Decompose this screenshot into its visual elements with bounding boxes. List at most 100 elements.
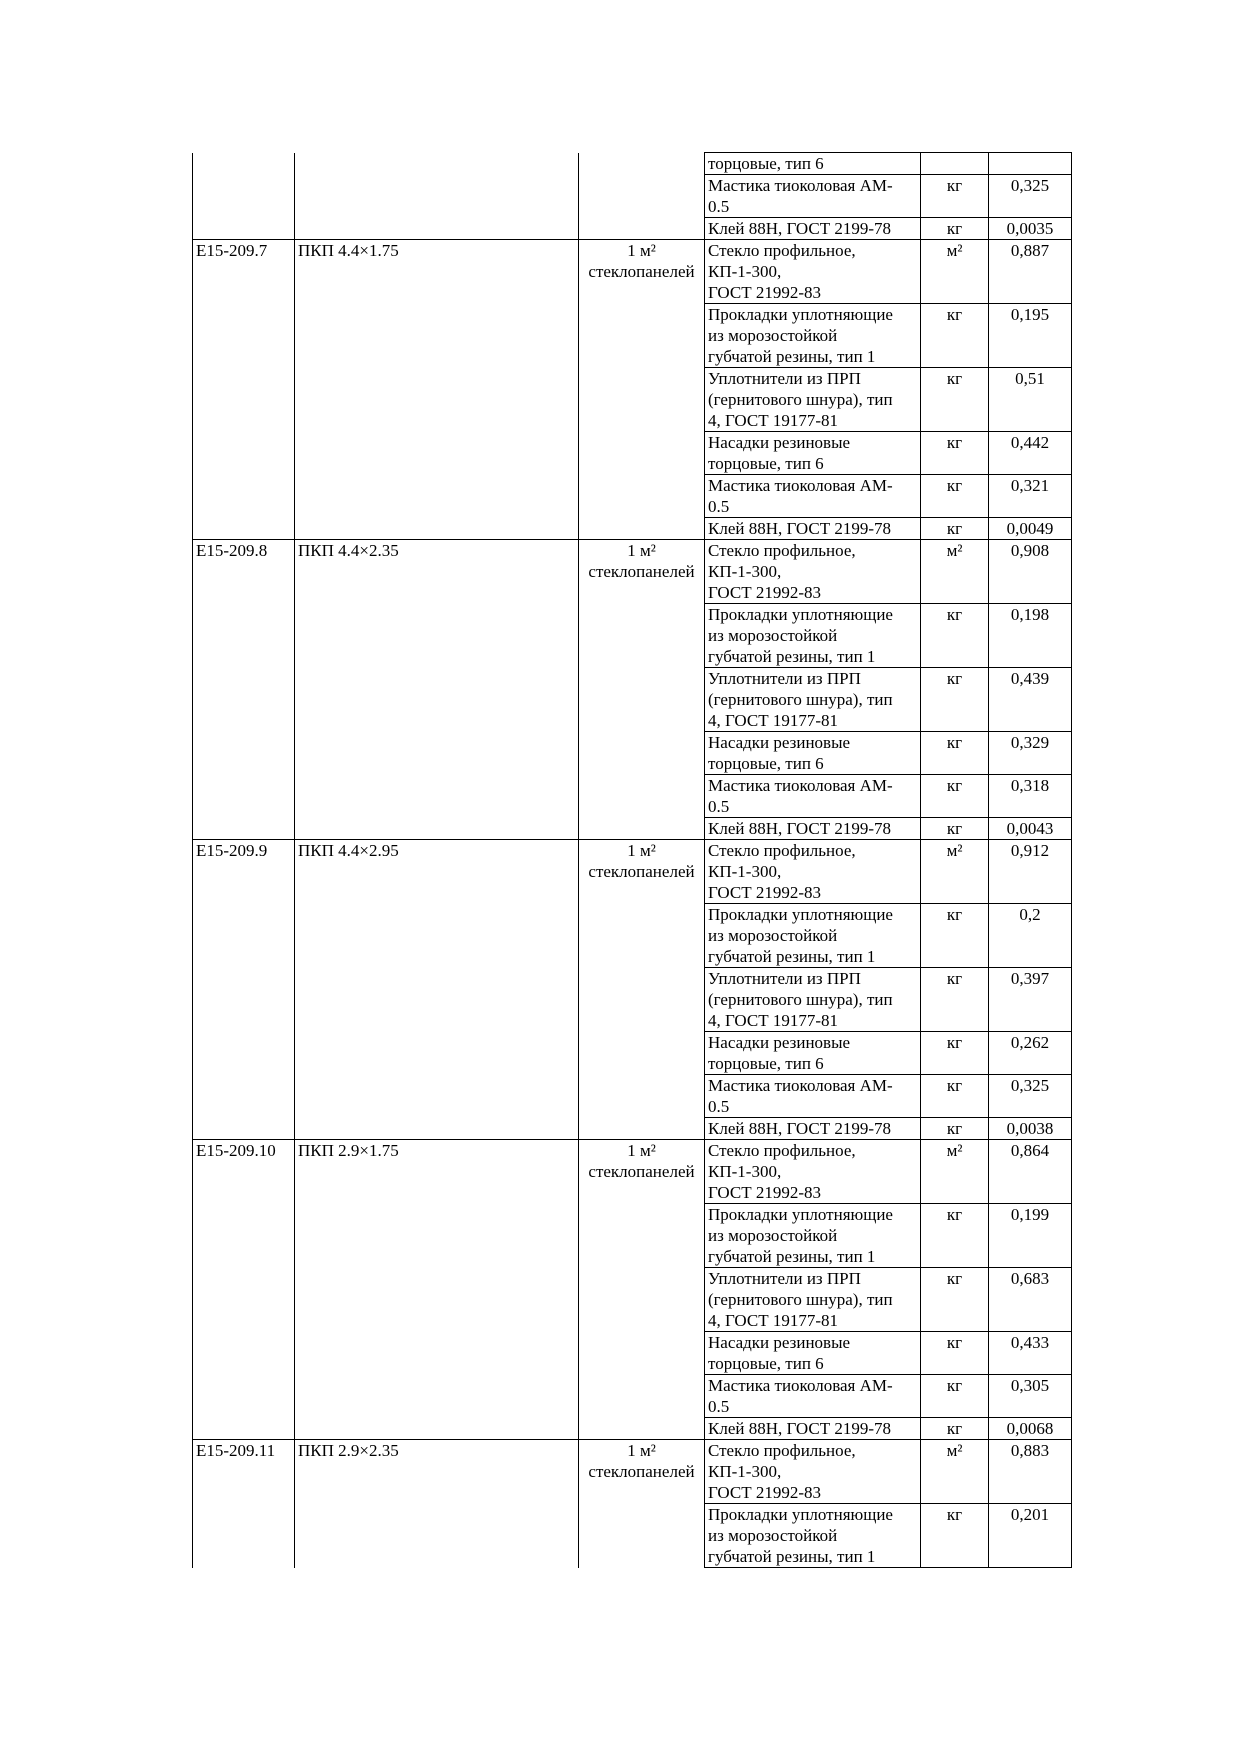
material-quantity: 0,864 (988, 1139, 1072, 1204)
material-name: Стекло профильное, КП-1-300, ГОСТ 21992-… (704, 1439, 921, 1504)
norm-code: Е15-209.11 (192, 1439, 295, 1568)
table-row: Насадки резиновые торцовые, тип 6 кг 0,433 (193, 1331, 1072, 1375)
material-unit: кг (920, 817, 989, 840)
material-unit: кг (920, 1203, 989, 1268)
norm-code: Е15-209.8 (192, 539, 295, 840)
material-quantity: 0,442 (988, 431, 1072, 475)
table-row: Прокладки уплотняющие из морозостойкой г… (193, 903, 1072, 968)
material-name: Стекло профильное, КП-1-300, ГОСТ 21992-… (704, 839, 921, 904)
material-name: Стекло профильное, КП-1-300, ГОСТ 21992-… (704, 239, 921, 304)
material-unit: кг (920, 774, 989, 818)
table-row: Прокладки уплотняющие из морозостойкой г… (193, 1503, 1072, 1568)
table-row: Е15-209.10 ПКП 2.9×1.75 1 м² стеклопанелей… (192, 1139, 1072, 1440)
norm-name: ПКП 4.4×2.95 (294, 839, 579, 1140)
material-quantity: 0,908 (988, 539, 1072, 604)
material-unit: м² (920, 1439, 989, 1504)
material-name: Клей 88Н, ГОСТ 2199-78 (704, 217, 921, 240)
material-quantity: 0,199 (988, 1203, 1072, 1268)
table-row: Клей 88Н, ГОСТ 2199-78 кг 0,0043 (193, 817, 1072, 840)
table-row: Уплотнители из ПРП (гернитового шнура), … (193, 667, 1072, 732)
continued-name-cell (294, 152, 579, 240)
norm-code: Е15-209.9 (192, 839, 295, 1140)
material-quantity: 0,325 (988, 174, 1072, 218)
table-row: Клей 88Н, ГОСТ 2199-78 кг 0,0035 (193, 217, 1072, 240)
material-name: Клей 88Н, ГОСТ 2199-78 (704, 517, 921, 540)
material-name: Прокладки уплотняющие из морозостойкой г… (704, 1203, 921, 1268)
norm-code: Е15-209.7 (192, 239, 295, 540)
table-row: Насадки резиновые торцовые, тип 6 кг 0,442 (193, 431, 1072, 475)
material-unit: м² (920, 839, 989, 904)
material-quantity: 0,683 (988, 1267, 1072, 1332)
material-quantity: 0,0035 (988, 217, 1072, 240)
material-unit: кг (920, 431, 989, 475)
table-row: Уплотнители из ПРП (гернитового шнура), … (193, 967, 1072, 1032)
table-row: Мастика тиоколовая АМ- 0.5 кг 0,318 (193, 774, 1072, 818)
table-row: Е15-209.9 ПКП 4.4×2.95 1 м² стеклопанелей С… (192, 839, 1072, 1140)
table-row: Е15-209.8 ПКП 4.4×2.35 1 м² стеклопанелей С… (192, 539, 1072, 840)
table-row: Мастика тиоколовая АМ- 0.5 кг 0,325 (193, 174, 1072, 218)
material-unit: кг (920, 174, 989, 218)
table-row: Прокладки уплотняющие из морозостойкой г… (193, 603, 1072, 668)
material-quantity: 0,887 (988, 239, 1072, 304)
material-quantity: 0,0049 (988, 517, 1072, 540)
continued-code-cell (192, 152, 295, 240)
material-name: Мастика тиоколовая АМ- 0.5 (704, 1374, 921, 1418)
material-quantity: 0,2 (988, 903, 1072, 968)
material-unit: кг (920, 1031, 989, 1075)
norm-name: ПКП 4.4×1.75 (294, 239, 579, 540)
material-unit: кг (920, 1074, 989, 1118)
material-name: Уплотнители из ПРП (гернитового шнура), … (704, 367, 921, 432)
material-quantity: 0,329 (988, 731, 1072, 775)
table-row: Е15-209.7 ПКП 4.4×1.75 1 м² стеклопанелей С… (192, 239, 1072, 540)
material-unit: кг (920, 367, 989, 432)
material-name: Стекло профильное, КП-1-300, ГОСТ 21992-… (704, 1139, 921, 1204)
material-name: торцовые, тип 6 (704, 152, 921, 175)
material-name: Насадки резиновые торцовые, тип 6 (704, 1031, 921, 1075)
material-quantity: 0,201 (988, 1503, 1072, 1568)
measure-unit: 1 м² стеклопанелей (578, 239, 705, 540)
material-name: Уплотнители из ПРП (гернитового шнура), … (704, 1267, 921, 1332)
material-unit: кг (920, 903, 989, 968)
material-name: Мастика тиоколовая АМ- 0.5 (704, 774, 921, 818)
material-quantity: 0,397 (988, 967, 1072, 1032)
material-unit: кг (920, 474, 989, 518)
norm-name: ПКП 4.4×2.35 (294, 539, 579, 840)
table-row: Е15-209.11 ПКП 2.9×2.35 1 м² стеклопанелей… (192, 1439, 1072, 1568)
material-unit: кг (920, 1503, 989, 1568)
material-unit: кг (920, 517, 989, 540)
material-unit: кг (920, 1331, 989, 1375)
material-name: Клей 88Н, ГОСТ 2199-78 (704, 1117, 921, 1140)
material-name: Клей 88Н, ГОСТ 2199-78 (704, 1417, 921, 1440)
continued-meas-cell (578, 152, 705, 240)
material-name: Прокладки уплотняющие из морозостойкой г… (704, 303, 921, 368)
measure-unit: 1 м² стеклопанелей (578, 539, 705, 840)
material-quantity: 0,325 (988, 1074, 1072, 1118)
table-row: Прокладки уплотняющие из морозостойкой г… (193, 303, 1072, 368)
table-row: Уплотнители из ПРП (гернитового шнура), … (193, 367, 1072, 432)
material-unit: кг (920, 667, 989, 732)
material-quantity: 0,912 (988, 839, 1072, 904)
material-unit (920, 152, 989, 175)
material-name: Мастика тиоколовая АМ- 0.5 (704, 1074, 921, 1118)
material-name: Уплотнители из ПРП (гернитового шнура), … (704, 967, 921, 1032)
table-row: торцовые, тип 6 (192, 152, 1072, 240)
material-quantity: 0,0043 (988, 817, 1072, 840)
material-name: Насадки резиновые торцовые, тип 6 (704, 431, 921, 475)
material-quantity: 0,198 (988, 603, 1072, 668)
material-unit: кг (920, 1417, 989, 1440)
material-unit: кг (920, 217, 989, 240)
material-unit: кг (920, 731, 989, 775)
measure-unit: 1 м² стеклопанелей (578, 1139, 705, 1440)
material-unit: м² (920, 1139, 989, 1204)
material-quantity: 0,433 (988, 1331, 1072, 1375)
material-unit: м² (920, 239, 989, 304)
material-quantity: 0,439 (988, 667, 1072, 732)
material-quantity: 0,0068 (988, 1417, 1072, 1440)
material-unit: кг (920, 1267, 989, 1332)
material-quantity: 0,321 (988, 474, 1072, 518)
measure-unit: 1 м² стеклопанелей (578, 1439, 705, 1568)
table-row: Мастика тиоколовая АМ- 0.5 кг 0,305 (193, 1374, 1072, 1418)
material-quantity: 0,195 (988, 303, 1072, 368)
material-quantity: 0,262 (988, 1031, 1072, 1075)
table-row: Клей 88Н, ГОСТ 2199-78 кг 0,0068 (193, 1417, 1072, 1440)
